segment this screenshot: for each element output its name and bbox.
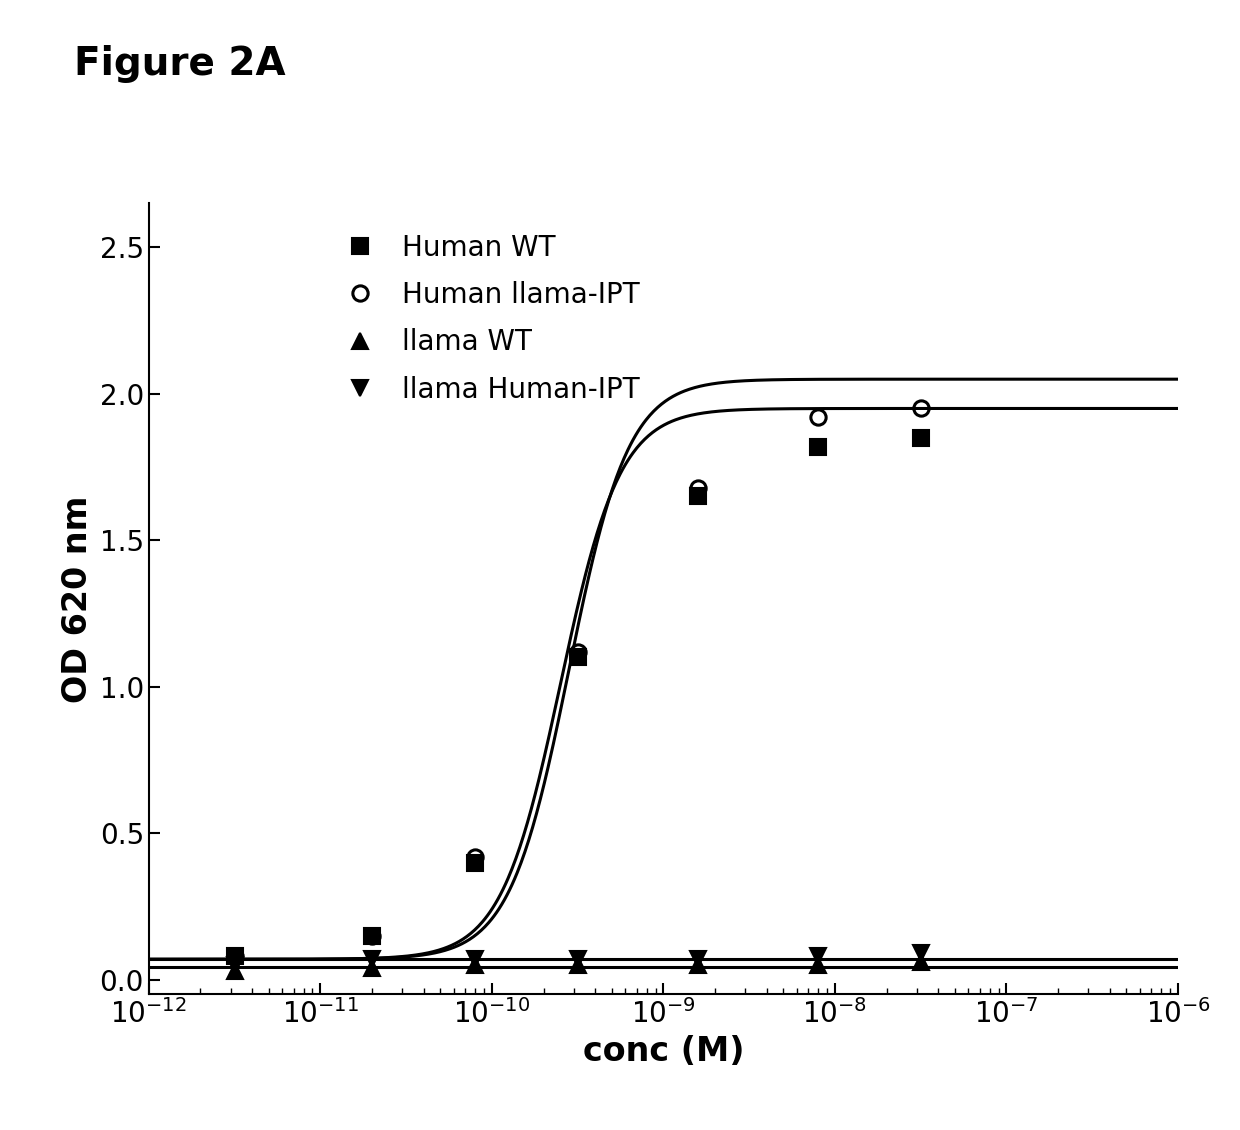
Human WT	[227, 949, 242, 963]
llama Human-IPT	[467, 953, 482, 966]
llama Human-IPT	[365, 953, 379, 966]
Human WT	[570, 651, 585, 664]
llama Human-IPT	[570, 953, 585, 966]
X-axis label: conc (M): conc (M)	[583, 1035, 744, 1068]
Legend: Human WT, Human llama-IPT, llama WT, llama Human-IPT: Human WT, Human llama-IPT, llama WT, lla…	[337, 225, 647, 412]
Human WT	[691, 489, 706, 503]
llama WT	[691, 958, 706, 972]
llama Human-IPT	[811, 949, 826, 963]
llama WT	[914, 955, 929, 968]
Human llama-IPT	[811, 410, 826, 424]
llama Human-IPT	[227, 958, 242, 972]
llama Human-IPT	[691, 953, 706, 966]
Human WT	[914, 431, 929, 444]
llama WT	[811, 958, 826, 972]
llama WT	[365, 962, 379, 975]
Human llama-IPT	[365, 929, 379, 942]
Line: Human llama-IPT: Human llama-IPT	[227, 401, 929, 964]
llama WT	[227, 964, 242, 977]
Text: Figure 2A: Figure 2A	[74, 45, 286, 84]
Human llama-IPT	[467, 850, 482, 863]
Line: llama Human-IPT: llama Human-IPT	[227, 946, 929, 973]
Human llama-IPT	[691, 480, 706, 494]
llama Human-IPT	[914, 947, 929, 960]
Human WT	[467, 855, 482, 869]
Human WT	[365, 929, 379, 942]
llama WT	[467, 958, 482, 972]
Y-axis label: OD 620 nm: OD 620 nm	[61, 495, 94, 703]
Line: Human WT: Human WT	[227, 431, 929, 964]
Human llama-IPT	[227, 949, 242, 963]
Line: llama WT: llama WT	[227, 955, 929, 979]
llama WT	[570, 958, 585, 972]
Human llama-IPT	[570, 645, 585, 659]
Human WT	[811, 440, 826, 453]
Human llama-IPT	[914, 401, 929, 415]
